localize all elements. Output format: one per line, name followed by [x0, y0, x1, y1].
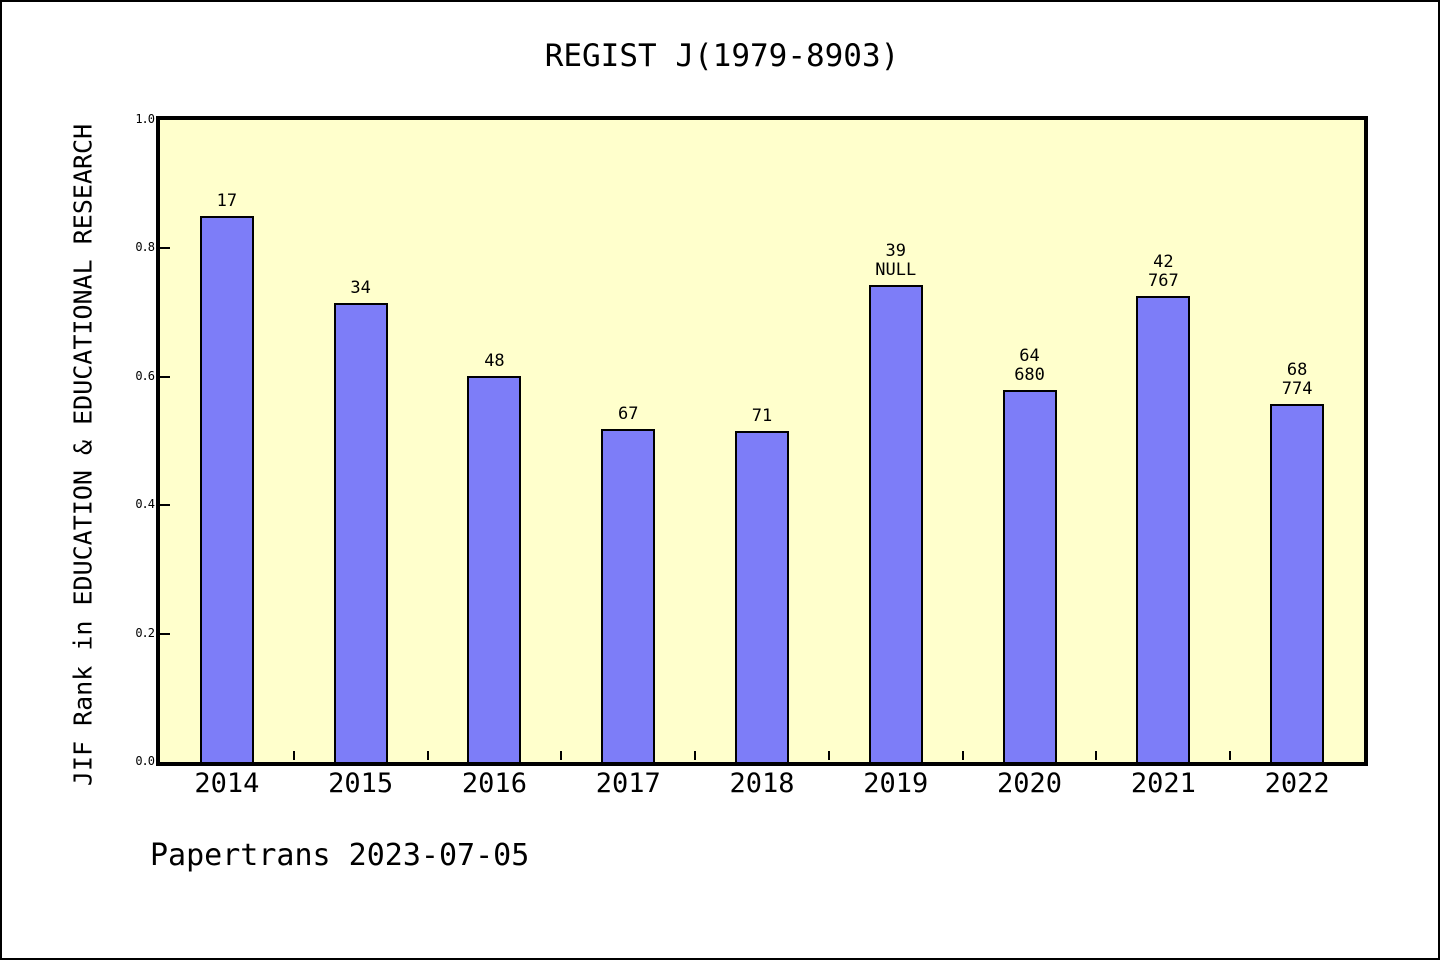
bar-value-line: 767: [1147, 270, 1179, 291]
y-tick-label: 0.4: [135, 497, 155, 512]
bar-value-line: 34: [350, 277, 371, 298]
bar-2016: [467, 376, 522, 762]
bar-2021: [1136, 295, 1191, 762]
bar-value-label-2018: 71: [692, 407, 832, 426]
bar-value-label-2020: 64 680: [960, 347, 1100, 385]
bar-value-label-2019: 39 NULL: [826, 240, 966, 280]
y-tick-label: 1.0: [135, 112, 155, 126]
watermark-text: Papertrans 2023-07-05: [150, 838, 530, 873]
bar-2018: [735, 431, 789, 762]
bar-value-line: 71: [751, 406, 773, 427]
y-tick-mark: [160, 247, 170, 250]
x-tick-label-2020: 2020: [997, 768, 1063, 799]
bar-2014: [199, 215, 254, 762]
x-tick-label-2022: 2022: [1264, 768, 1330, 799]
y-tick-mark: [160, 632, 170, 635]
x-tick-label-2015: 2015: [328, 768, 394, 799]
bar-value-line: 39: [885, 240, 906, 261]
x-tick-label-2014: 2014: [194, 768, 260, 799]
x-minor-tick: [1095, 751, 1098, 760]
y-tick-label: 0.6: [135, 368, 155, 383]
bar-value-label-2021: 42 767: [1093, 251, 1233, 291]
bar-value-label-2016: 48: [424, 352, 564, 371]
bar-value-line: 680: [1014, 365, 1045, 386]
bar-value-line: 48: [484, 351, 505, 372]
bar-value-label-2022: 68 774: [1227, 359, 1367, 399]
bar-value-line: 64: [1019, 346, 1040, 367]
bar-value-line: 67: [617, 403, 639, 424]
y-tick-label: 0.2: [135, 625, 155, 640]
y-tick-label: 0.0: [135, 754, 155, 768]
x-minor-tick: [292, 751, 295, 760]
y-tick-mark: [160, 504, 170, 507]
bar-2022: [1270, 403, 1325, 762]
bar-value-line: 42: [1153, 251, 1174, 272]
bar-value-label-2017: 67: [558, 403, 698, 424]
y-axis-label: JIF Rank in EDUCATION & EDUCATIONAL RESE…: [68, 123, 98, 787]
y-tick-label: 0.8: [135, 240, 155, 255]
bar-value-line: NULL: [875, 259, 917, 280]
x-tick-label-2019: 2019: [863, 768, 929, 799]
x-minor-tick: [961, 751, 964, 760]
bar-2019: [868, 284, 923, 762]
bar-value-label-2014: 17: [157, 190, 297, 211]
bar-value-line: 68: [1286, 359, 1308, 380]
x-minor-tick: [426, 751, 429, 760]
x-tick-label-2018: 2018: [729, 768, 795, 799]
x-tick-label-2016: 2016: [461, 768, 527, 799]
y-tick-mark: [160, 375, 170, 378]
x-minor-tick: [827, 751, 830, 760]
x-tick-label-2021: 2021: [1130, 768, 1196, 799]
chart-title: REGIST J(1979-8903): [544, 38, 900, 74]
bar-2015: [333, 302, 388, 762]
x-minor-tick: [694, 751, 697, 760]
bar-value-line: 17: [216, 190, 238, 211]
bar-value-line: 774: [1281, 378, 1313, 399]
bar-2020: [1002, 390, 1057, 762]
x-minor-tick: [1229, 751, 1232, 760]
x-minor-tick: [560, 751, 563, 760]
x-tick-label-2017: 2017: [595, 768, 661, 799]
bar-value-label-2015: 34: [291, 277, 431, 298]
bar-2017: [601, 428, 656, 762]
